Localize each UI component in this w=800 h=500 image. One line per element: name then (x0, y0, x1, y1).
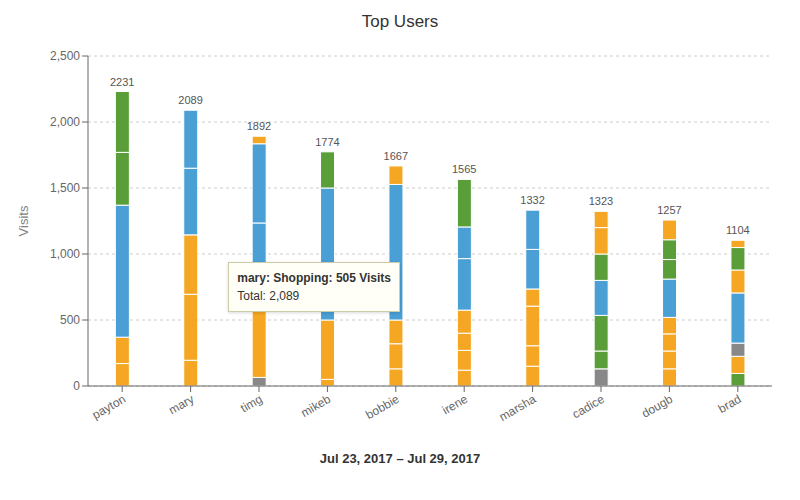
svg-text:1774: 1774 (315, 136, 339, 148)
svg-text:dougb: dougb (639, 392, 675, 421)
svg-text:brad: brad (716, 392, 744, 416)
svg-text:1323: 1323 (589, 195, 613, 207)
svg-text:bobbie: bobbie (363, 392, 401, 422)
html-text:Total: 2,089: Total: 2,089 (237, 289, 300, 303)
svg-text:mikeb: mikeb (298, 392, 333, 420)
svg-text:cadice: cadice (570, 392, 607, 422)
svg-text:500: 500 (60, 313, 80, 327)
svg-text:1257: 1257 (657, 204, 681, 216)
svg-text:Visits: Visits (16, 205, 31, 236)
svg-text:payton: payton (90, 392, 128, 422)
svg-text:1104: 1104 (726, 224, 750, 236)
svg-text:1667: 1667 (384, 150, 408, 162)
svg-text:timg: timg (238, 392, 265, 415)
svg-text:2231: 2231 (110, 76, 134, 88)
html-text:Jul 23, 2017 – Jul 29, 2017: Jul 23, 2017 – Jul 29, 2017 (319, 451, 481, 466)
svg-text:marsha: marsha (497, 392, 539, 424)
svg-text:1892: 1892 (247, 120, 271, 132)
svg-text:1565: 1565 (452, 163, 476, 175)
svg-text:1,000: 1,000 (50, 247, 80, 261)
html-text:Top Users: Top Users (361, 12, 439, 31)
svg-text:2,000: 2,000 (50, 115, 80, 129)
svg-text:1,500: 1,500 (50, 181, 80, 195)
svg-text:irene: irene (440, 392, 470, 418)
html-text:mary: Shopping: 505 Visits: mary: Shopping: 505 Visits (237, 271, 391, 285)
svg-text:0: 0 (73, 379, 80, 393)
svg-text:2089: 2089 (178, 94, 202, 106)
svg-text:2,500: 2,500 (50, 49, 80, 63)
svg-text:mary: mary (166, 392, 196, 417)
svg-text:1332: 1332 (520, 194, 544, 206)
